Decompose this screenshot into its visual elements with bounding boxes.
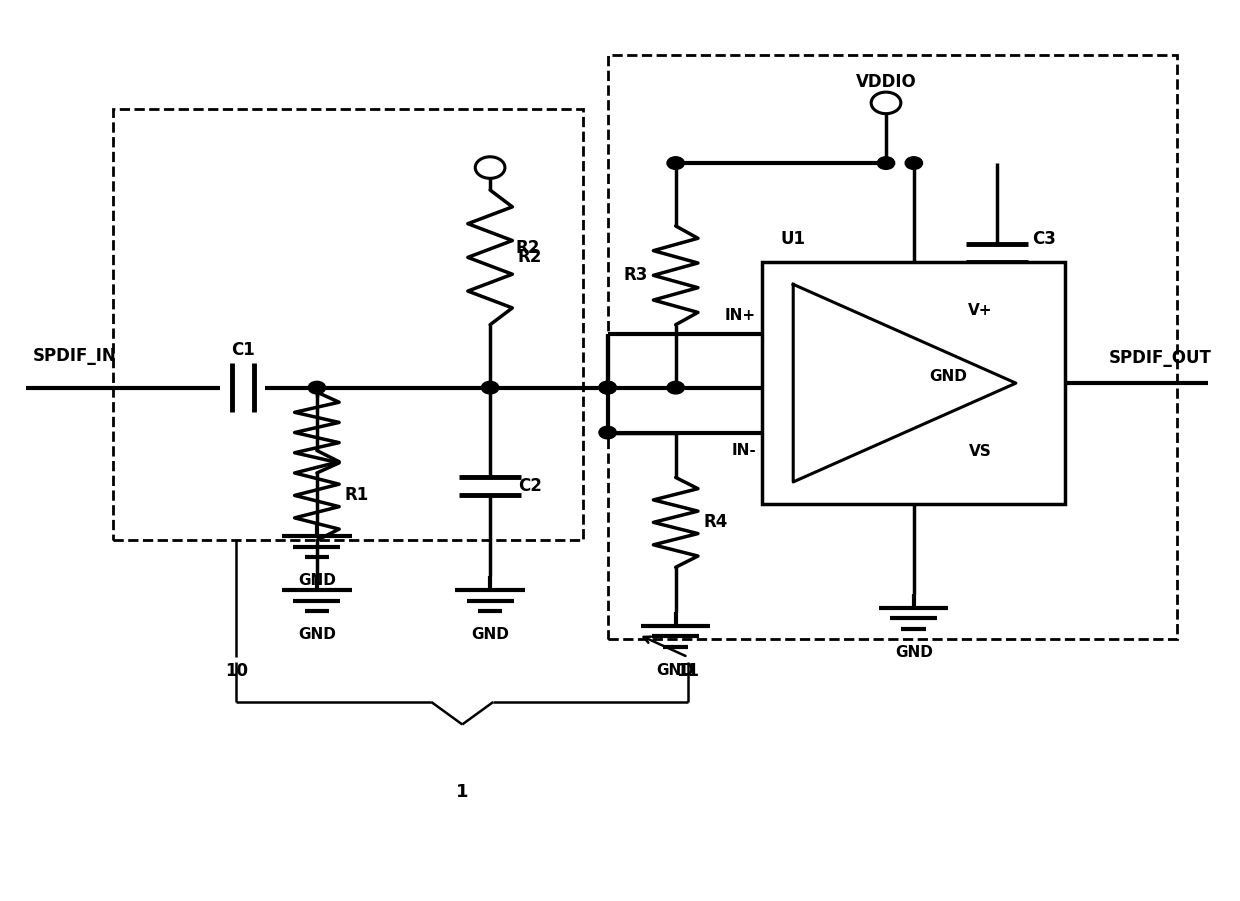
Bar (763, 262, 1065, 505)
Text: SPDIF_OUT: SPDIF_OUT (1109, 349, 1211, 367)
Bar (113, 109, 583, 541)
Text: C3: C3 (1033, 231, 1056, 249)
Text: R2: R2 (515, 240, 539, 258)
Text: GND: GND (929, 369, 967, 385)
Text: GND: GND (471, 627, 510, 642)
Text: V+: V+ (968, 303, 993, 318)
Circle shape (667, 381, 684, 394)
Circle shape (667, 157, 684, 169)
Circle shape (309, 381, 326, 394)
Text: U1: U1 (781, 231, 806, 249)
Text: IN+: IN+ (725, 308, 756, 323)
Text: R4: R4 (703, 514, 728, 532)
Text: GND: GND (657, 663, 694, 678)
Text: 10: 10 (224, 661, 248, 679)
Text: C2: C2 (518, 478, 542, 496)
Text: VDDIO: VDDIO (856, 73, 916, 91)
Text: GND: GND (298, 627, 336, 642)
Bar (608, 55, 1177, 639)
Circle shape (878, 157, 895, 169)
Text: SPDIF_IN: SPDIF_IN (32, 347, 117, 365)
Circle shape (905, 157, 923, 169)
Circle shape (599, 381, 616, 394)
Circle shape (599, 426, 616, 439)
Circle shape (599, 381, 616, 394)
Text: IN-: IN- (732, 443, 756, 458)
Text: R2: R2 (517, 249, 542, 267)
Circle shape (481, 381, 498, 394)
Text: VS: VS (970, 443, 992, 459)
Text: 11: 11 (677, 661, 699, 679)
Text: R1: R1 (345, 487, 368, 505)
Text: C1: C1 (231, 341, 254, 359)
Text: 1: 1 (456, 783, 469, 801)
Text: GND: GND (298, 573, 336, 588)
Text: R3: R3 (624, 267, 649, 285)
Text: GND: GND (895, 645, 932, 660)
